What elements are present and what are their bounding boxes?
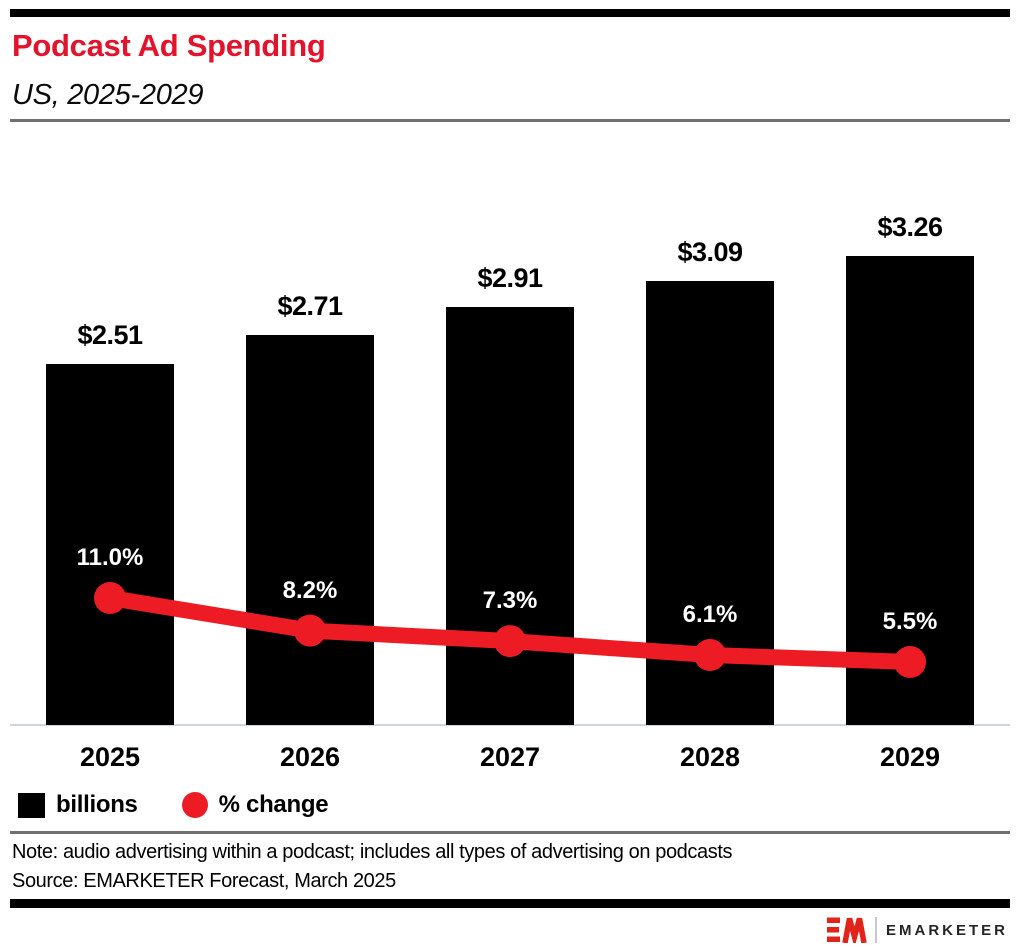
bottom-accent-bar (10, 899, 1010, 908)
line-value-label-2025: 11.0% (76, 544, 144, 571)
line-value-label-2026: 8.2% (282, 577, 338, 604)
brand-name: EMARKETER (885, 921, 1008, 939)
bar-value-label-2025: $2.51 (77, 320, 143, 350)
header-divider (10, 119, 1010, 122)
line-value-label-2028: 6.1% (682, 601, 738, 628)
x-axis-line (10, 724, 1010, 726)
bar-value-label-2029: $3.26 (877, 212, 943, 242)
footer-divider (10, 831, 1010, 834)
emarketer-logo: EMARKETER (826, 915, 1008, 945)
page-title: Podcast Ad Spending (12, 28, 326, 63)
billions-swatch-icon (18, 792, 45, 818)
bar-2029 (846, 256, 974, 725)
x-axis-label-2026: 2026 (279, 742, 341, 772)
line-value-label-2029: 5.5% (882, 608, 938, 635)
logo-divider (874, 917, 877, 943)
x-axis-label-2029: 2029 (879, 742, 941, 772)
bar-2027 (446, 307, 574, 725)
note-text: Note: audio advertising within a podcast… (12, 841, 733, 863)
page-subtitle: US, 2025-2029 (12, 79, 204, 111)
source-text: Source: EMARKETER Forecast, March 2025 (12, 870, 396, 892)
x-axis-label-2027: 2027 (479, 742, 541, 772)
legend-label-percent-change: % change (218, 791, 329, 818)
top-accent-bar (10, 9, 1010, 17)
legend-label-billions: billions (56, 791, 138, 818)
em-monogram-icon (826, 917, 867, 943)
line-value-label-2027: 7.3% (482, 587, 538, 614)
x-axis-label-2025: 2025 (79, 742, 141, 772)
bar-value-label-2028: $3.09 (677, 237, 743, 267)
bar-value-label-2027: $2.91 (477, 263, 543, 293)
bar-2028 (646, 281, 774, 725)
x-axis-label-2028: 2028 (679, 742, 741, 772)
bar-2026 (246, 335, 374, 725)
bar-value-label-2026: $2.71 (277, 291, 343, 321)
chart-legend: billions % change (18, 790, 329, 820)
percent-change-dot-icon (181, 792, 208, 818)
